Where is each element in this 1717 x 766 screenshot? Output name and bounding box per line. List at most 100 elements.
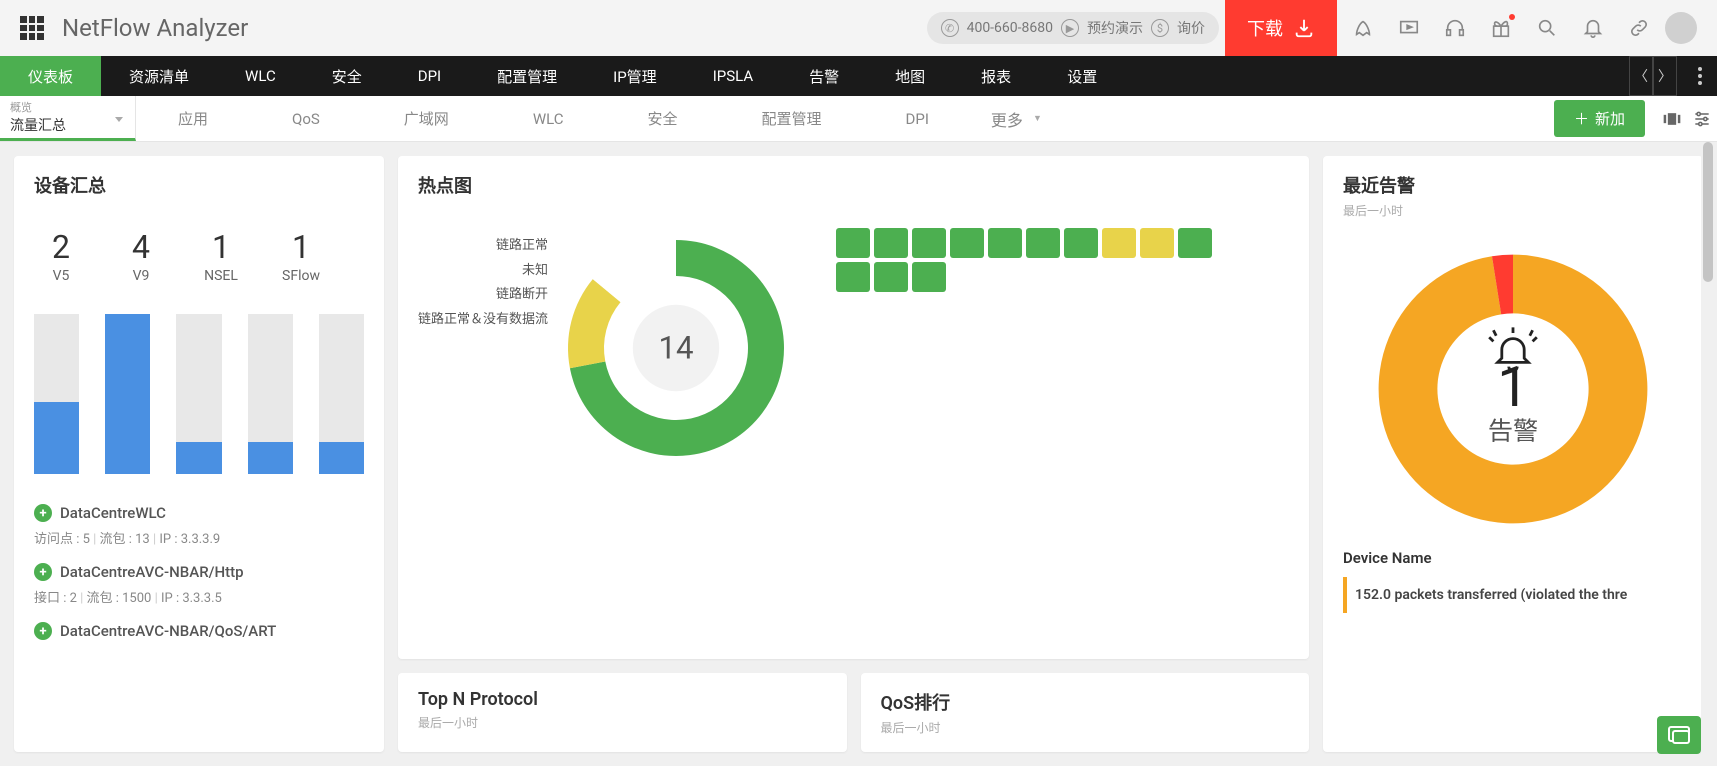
alarm-label: 告警 <box>1488 417 1538 446</box>
recent-alarms-card: 最近告警 最后一小时 1 告警 Device Name 152.0 pac <box>1323 156 1703 752</box>
settings-sliders-icon[interactable] <box>1687 109 1717 129</box>
phone-icon: ✆ <box>941 19 959 37</box>
product-title: NetFlow Analyzer <box>62 14 248 42</box>
nav-prev-arrow[interactable]: 〈 <box>1629 56 1653 96</box>
card-title: Top N Protocol <box>418 689 827 710</box>
device-stat: 1SFlow <box>274 228 328 284</box>
nav-item[interactable]: WLC <box>217 56 304 96</box>
heatmap-donut-chart: 14 <box>556 228 796 468</box>
device-bar <box>34 314 79 474</box>
dropdown-value: 流量汇总 <box>10 115 125 135</box>
heat-cell[interactable] <box>1026 228 1060 258</box>
alarm-donut-chart: 1 告警 <box>1373 249 1653 529</box>
card-subtitle: 最后一小时 <box>881 719 1290 736</box>
rocket-icon[interactable] <box>1343 8 1383 48</box>
sub-tab[interactable]: 安全 <box>606 96 720 141</box>
card-subtitle: 最后一小时 <box>1343 202 1683 219</box>
heat-cell[interactable] <box>1064 228 1098 258</box>
demo-icon: ▶ <box>1061 19 1079 37</box>
card-title: 热点图 <box>418 172 1289 198</box>
sub-tab[interactable]: 广域网 <box>362 96 491 141</box>
device-row[interactable]: +DataCentreWLC访问点 : 5流包 : 13IP : 3.3.3.9 <box>34 504 364 547</box>
add-button[interactable]: ＋ 新加 <box>1554 100 1645 137</box>
device-stat: 4V9 <box>114 228 168 284</box>
alarm-row[interactable]: 152.0 packets transferred (violated the … <box>1343 577 1683 613</box>
legend-item: 链路正常 <box>418 234 548 259</box>
device-bar <box>105 314 150 474</box>
gift-icon[interactable] <box>1481 8 1521 48</box>
nav-kebab-menu[interactable] <box>1683 56 1717 96</box>
device-row[interactable]: +DataCentreAVC-NBAR/QoS/ART <box>34 622 364 640</box>
quote-icon: $ <box>1151 19 1169 37</box>
scrollbar-thumb[interactable] <box>1703 142 1713 282</box>
qos-rank-card: QoS排行 最后一小时 <box>861 673 1310 752</box>
more-dropdown[interactable]: 更多 <box>971 107 1062 131</box>
main-nav: 仪表板资源清单WLC安全DPI配置管理IP管理IPSLA告警地图报表设置 〈 〉 <box>0 56 1717 96</box>
top-n-protocol-card: Top N Protocol 最后一小时 <box>398 673 847 752</box>
device-row[interactable]: +DataCentreAVC-NBAR/Http接口 : 2流包 : 1500I… <box>34 563 364 606</box>
link-icon[interactable] <box>1619 8 1659 48</box>
device-stat: 1NSEL <box>194 228 248 284</box>
device-bar <box>176 314 221 474</box>
nav-next-arrow[interactable]: 〉 <box>1653 56 1677 96</box>
expand-icon[interactable]: + <box>34 563 52 581</box>
overview-dropdown[interactable]: 概览 流量汇总 <box>0 96 136 141</box>
heat-cell[interactable] <box>1140 228 1174 258</box>
heat-grid <box>836 228 1220 468</box>
card-title: 最近告警 <box>1343 172 1683 198</box>
nav-item[interactable]: IPSLA <box>685 56 781 96</box>
heat-cell[interactable] <box>912 228 946 258</box>
user-avatar[interactable] <box>1665 12 1697 44</box>
heat-cell[interactable] <box>912 262 946 292</box>
heat-cell[interactable] <box>950 228 984 258</box>
nav-item[interactable]: IP管理 <box>585 56 685 96</box>
sub-tab[interactable]: WLC <box>491 96 606 141</box>
heat-cell[interactable] <box>836 228 870 258</box>
demo-label: 预约演示 <box>1087 18 1143 38</box>
quote-label: 询价 <box>1177 18 1205 38</box>
nav-item[interactable]: 仪表板 <box>0 56 101 96</box>
bell-icon[interactable] <box>1573 8 1613 48</box>
presentation-icon[interactable] <box>1389 8 1429 48</box>
heat-cell[interactable] <box>874 262 908 292</box>
sub-nav: 概览 流量汇总 应用QoS广域网WLC安全配置管理DPI 更多 ＋ 新加 <box>0 96 1717 142</box>
heat-cell[interactable] <box>1178 228 1212 258</box>
heat-cell[interactable] <box>836 262 870 292</box>
nav-item[interactable]: 设置 <box>1039 56 1125 96</box>
floating-action-button[interactable] <box>1657 716 1701 754</box>
nav-item[interactable]: 地图 <box>867 56 953 96</box>
donut-center-value: 14 <box>658 330 693 367</box>
heat-cell[interactable] <box>988 228 1022 258</box>
vertical-scrollbar[interactable] <box>1701 142 1715 764</box>
heat-cell[interactable] <box>874 228 908 258</box>
nav-item[interactable]: 资源清单 <box>101 56 217 96</box>
nav-item[interactable]: 配置管理 <box>469 56 585 96</box>
device-stat: 2V5 <box>34 228 88 284</box>
expand-icon[interactable]: + <box>34 504 52 522</box>
download-icon <box>1293 17 1315 39</box>
dropdown-label: 概览 <box>10 99 125 115</box>
plus-icon: ＋ <box>1574 108 1589 129</box>
download-button[interactable]: 下载 <box>1225 0 1337 56</box>
heatmap-card: 热点图 链路正常未知链路断开链路正常＆没有数据流 14 <box>398 156 1309 659</box>
sub-tab[interactable]: DPI <box>864 96 971 141</box>
layout-icon[interactable] <box>1657 109 1687 129</box>
search-icon[interactable] <box>1527 8 1567 48</box>
heat-cell[interactable] <box>1102 228 1136 258</box>
nav-item[interactable]: DPI <box>390 56 469 96</box>
device-bar <box>248 314 293 474</box>
contact-pill[interactable]: ✆ 400-660-8680 ▶ 预约演示 $ 询价 <box>927 12 1219 44</box>
top-header: NetFlow Analyzer ✆ 400-660-8680 ▶ 预约演示 $… <box>0 0 1717 56</box>
sub-tab[interactable]: QoS <box>250 96 362 141</box>
apps-grid-icon[interactable] <box>20 16 44 40</box>
nav-item[interactable]: 报表 <box>953 56 1039 96</box>
sub-tab[interactable]: 应用 <box>136 96 250 141</box>
legend-item: 未知 <box>418 259 548 284</box>
expand-icon[interactable]: + <box>34 622 52 640</box>
more-label: 更多 <box>991 107 1023 131</box>
nav-item[interactable]: 告警 <box>781 56 867 96</box>
nav-item[interactable]: 安全 <box>304 56 390 96</box>
card-title: QoS排行 <box>881 689 1290 715</box>
sub-tab[interactable]: 配置管理 <box>720 96 864 141</box>
headset-icon[interactable] <box>1435 8 1475 48</box>
